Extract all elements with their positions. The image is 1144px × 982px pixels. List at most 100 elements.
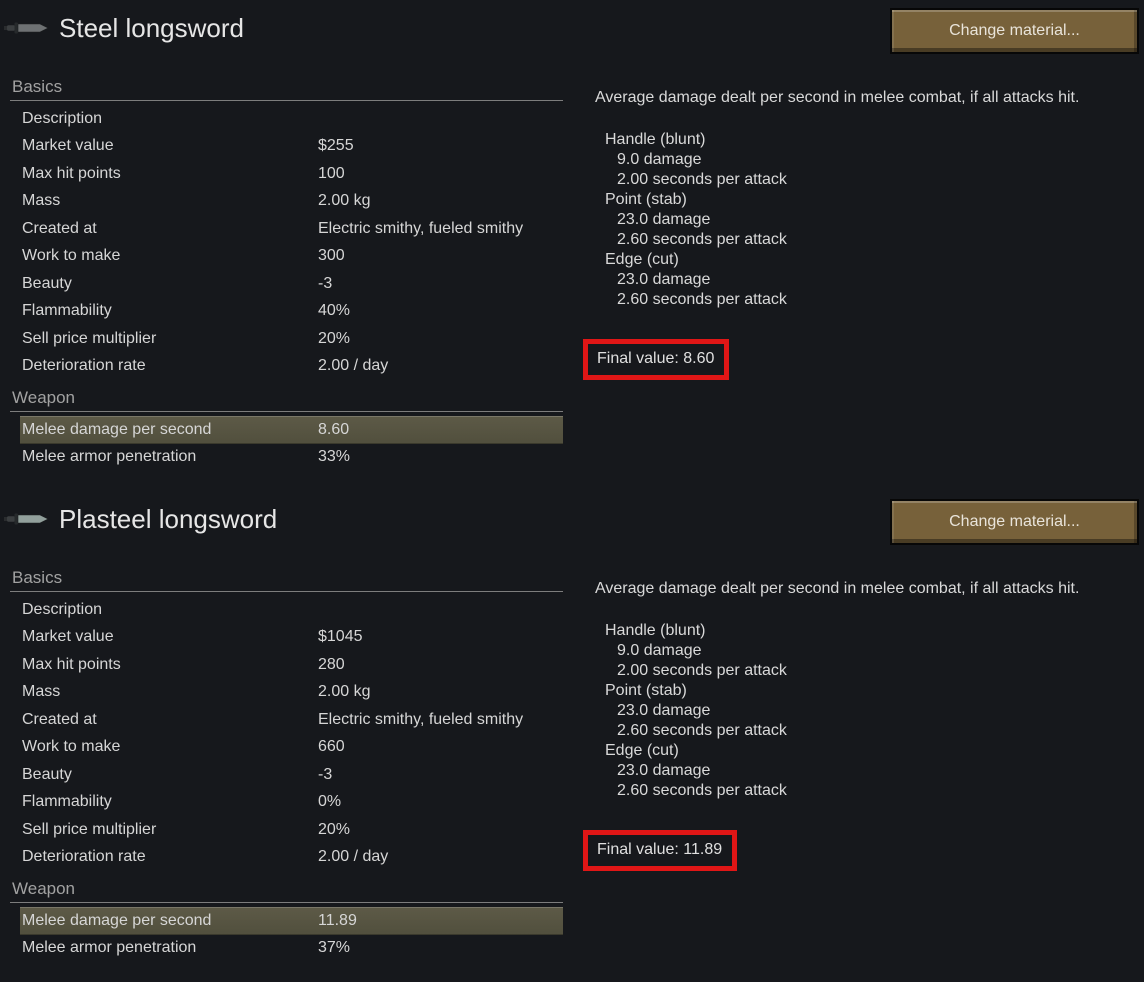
stat-label: Deterioration rate [22, 848, 146, 866]
stat-value: 2.00 / day [318, 357, 389, 375]
stat-row-created-at[interactable]: Created at Electric smithy, fueled smith… [20, 215, 563, 243]
stat-row-beauty[interactable]: Beauty -3 [20, 761, 563, 789]
weapon-title: Plasteel longsword [59, 503, 278, 534]
stat-row-max-hit-points[interactable]: Max hit points 100 [20, 160, 563, 188]
final-value-box: Final value: 11.89 [583, 830, 738, 871]
stat-label: Market value [22, 137, 114, 155]
stat-value: 2.00 kg [318, 192, 371, 210]
stat-row-mass[interactable]: Mass 2.00 kg [20, 188, 563, 216]
stat-value: -3 [318, 765, 333, 783]
stat-row-created-at[interactable]: Created at Electric smithy, fueled smith… [20, 706, 563, 734]
stat-label: Created at [22, 219, 97, 237]
stat-row-market-value[interactable]: Market value $255 [20, 133, 563, 161]
stat-row-beauty[interactable]: Beauty -3 [20, 270, 563, 298]
stat-value: Electric smithy, fueled smithy [318, 710, 524, 728]
stat-label: Flammability [22, 793, 112, 811]
stats-table: Basics Description Market value $1045 Ma… [10, 567, 563, 962]
stat-label: Description [22, 600, 103, 618]
stat-value: 33% [318, 448, 351, 466]
attack-name: Point (stab) [605, 191, 687, 208]
stat-value: 2.00 kg [318, 683, 371, 701]
stat-label: Max hit points [22, 655, 121, 673]
stat-label: Market value [22, 628, 114, 646]
stat-value: 11.89 [318, 911, 357, 929]
stat-value: $255 [318, 137, 354, 155]
stat-row-flammability[interactable]: Flammability 40% [20, 298, 563, 326]
stat-section-header-basics: Basics [10, 567, 563, 592]
section-header: Plasteel longsword [4, 497, 277, 541]
stat-row-market-value[interactable]: Market value $1045 [20, 624, 563, 652]
stat-row-description[interactable]: Description [20, 596, 563, 624]
section-header: Steel longsword [4, 6, 244, 50]
stat-label: Beauty [22, 765, 72, 783]
attack-name: Handle (blunt) [605, 131, 706, 148]
change-material-button[interactable]: Change material... [890, 8, 1139, 54]
stat-value: 0% [318, 793, 342, 811]
stat-section-header-weapon: Weapon [10, 878, 563, 903]
stat-row-sell-price-multiplier[interactable]: Sell price multiplier 20% [20, 325, 563, 353]
stat-row-melee-damage-per-second[interactable]: Melee damage per second 11.89 [20, 907, 563, 935]
stat-section-header-weapon: Weapon [10, 387, 563, 412]
stat-row-sell-price-multiplier[interactable]: Sell price multiplier 20% [20, 816, 563, 844]
stat-description: Average damage dealt per second in melee… [595, 89, 1080, 106]
stat-row-work-to-make[interactable]: Work to make 660 [20, 734, 563, 762]
stat-label: Melee armor penetration [22, 448, 197, 466]
attack-speed: 2.60 seconds per attack [617, 782, 787, 799]
change-material-label: Change material... [949, 513, 1080, 530]
final-value-box: Final value: 8.60 [583, 339, 730, 380]
stat-label: Sell price multiplier [22, 329, 157, 347]
stat-row-work-to-make[interactable]: Work to make 300 [20, 243, 563, 271]
stat-value: 300 [318, 247, 345, 265]
attack-damage: 23.0 damage [617, 762, 711, 779]
stat-label: Work to make [22, 247, 121, 265]
stat-row-mass[interactable]: Mass 2.00 kg [20, 679, 563, 707]
stat-row-description[interactable]: Description [20, 105, 563, 133]
stat-label: Description [22, 109, 103, 127]
stats-table: Basics Description Market value $255 Max… [10, 76, 563, 471]
stat-value: -3 [318, 274, 333, 292]
stat-label: Created at [22, 710, 97, 728]
stat-value: 40% [318, 302, 351, 320]
stat-row-melee-armor-penetration[interactable]: Melee armor penetration 37% [20, 935, 563, 963]
weapon-title: Steel longsword [59, 12, 244, 43]
attack-speed: 2.00 seconds per attack [617, 171, 787, 188]
stat-description: Average damage dealt per second in melee… [595, 580, 1080, 597]
attack-damage: 9.0 damage [617, 642, 702, 659]
stat-value: 2.00 / day [318, 848, 389, 866]
attack-name: Handle (blunt) [605, 622, 706, 639]
stat-label: Max hit points [22, 164, 121, 182]
stat-label: Work to make [22, 738, 121, 756]
stat-label: Deterioration rate [22, 357, 146, 375]
stat-label: Flammability [22, 302, 112, 320]
stat-label: Melee armor penetration [22, 939, 197, 957]
stat-value: 660 [318, 738, 345, 756]
stat-value: 37% [318, 939, 351, 957]
stat-label: Beauty [22, 274, 72, 292]
stat-label: Mass [22, 192, 61, 210]
attack-speed: 2.00 seconds per attack [617, 662, 787, 679]
weapon-section-steel-longsword: Steel longsword Change material... Basic… [4, 6, 1139, 471]
longsword-icon [4, 513, 49, 525]
stat-value: 20% [318, 820, 351, 838]
stat-detail-panel: Average damage dealt per second in melee… [595, 88, 1100, 310]
stat-row-deterioration-rate[interactable]: Deterioration rate 2.00 / day [20, 353, 563, 381]
attack-speed: 2.60 seconds per attack [617, 722, 787, 739]
attack-speed: 2.60 seconds per attack [617, 291, 787, 308]
stat-value: Electric smithy, fueled smithy [318, 219, 524, 237]
attack-damage: 9.0 damage [617, 151, 702, 168]
stat-row-deterioration-rate[interactable]: Deterioration rate 2.00 / day [20, 844, 563, 872]
stat-value: $1045 [318, 628, 363, 646]
stat-row-melee-armor-penetration[interactable]: Melee armor penetration 33% [20, 444, 563, 472]
stat-detail-panel: Average damage dealt per second in melee… [595, 579, 1100, 801]
stat-row-max-hit-points[interactable]: Max hit points 280 [20, 651, 563, 679]
change-material-button[interactable]: Change material... [890, 499, 1139, 545]
stat-value: 280 [318, 655, 345, 673]
attack-damage: 23.0 damage [617, 211, 711, 228]
weapon-section-plasteel-longsword: Plasteel longsword Change material... Ba… [0, 491, 1144, 982]
stat-section-header-basics: Basics [10, 76, 563, 101]
stat-label: Melee damage per second [22, 420, 212, 438]
stat-row-melee-damage-per-second[interactable]: Melee damage per second 8.60 [20, 416, 563, 444]
attack-name: Edge (cut) [605, 742, 679, 759]
stat-row-flammability[interactable]: Flammability 0% [20, 789, 563, 817]
